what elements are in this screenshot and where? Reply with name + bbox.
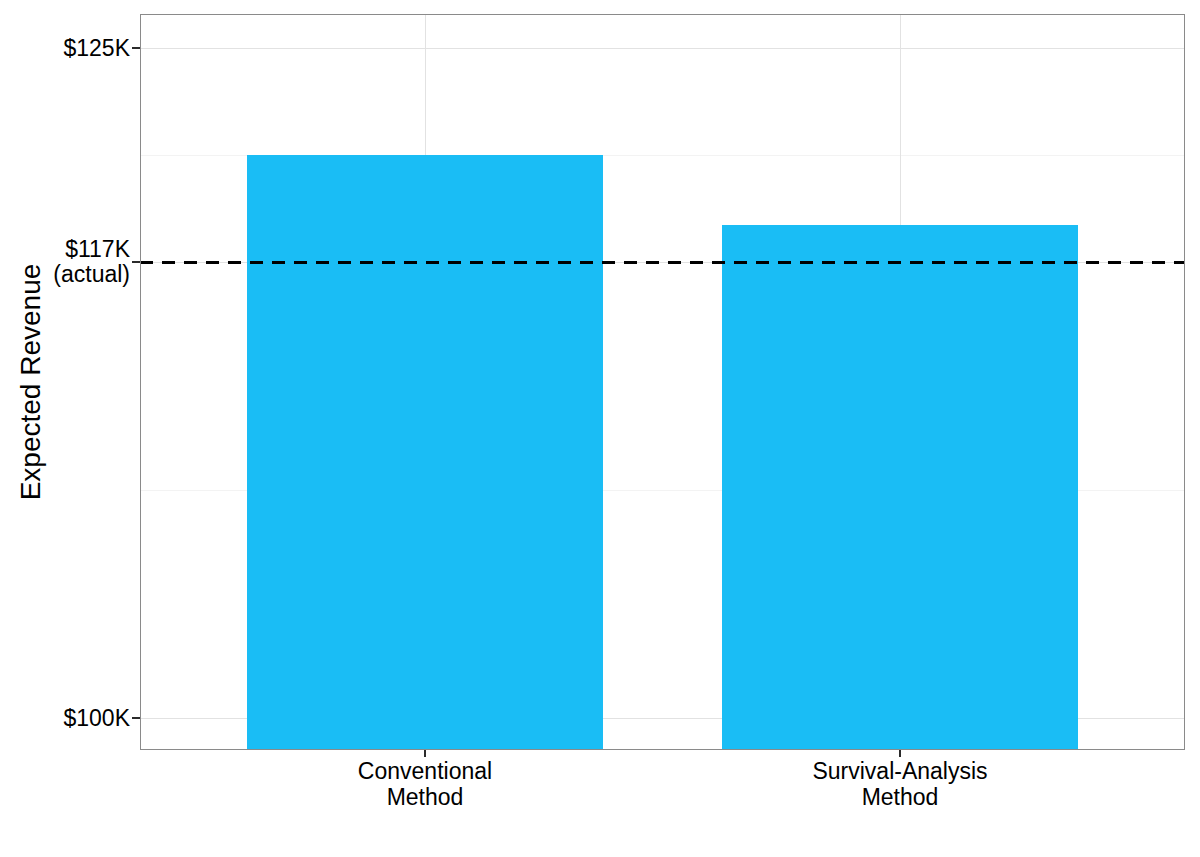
- x-tick-mark: [424, 750, 426, 757]
- actual-revenue-reference-line: [140, 261, 1185, 264]
- y-axis-title: Expected Revenue: [15, 264, 47, 501]
- major-gridline: [140, 48, 1185, 49]
- y-tick-label: $100K: [0, 706, 130, 731]
- y-tick-mark: [132, 717, 140, 719]
- bar-survival-analysis-method: [722, 225, 1078, 750]
- expected-revenue-bar-chart: Expected Revenue $125K $117K (actual) $100…: [0, 0, 1200, 857]
- x-tick-label-survival-analysis-method: Survival-Analysis Method: [812, 758, 987, 810]
- bar-conventional-method: [247, 155, 603, 750]
- y-tick-mark: [132, 261, 140, 263]
- x-tick-label-conventional-method: Conventional Method: [358, 758, 492, 810]
- y-tick-mark: [132, 47, 140, 49]
- plot-panel: [140, 14, 1185, 750]
- y-tick-label: $125K: [0, 36, 130, 61]
- x-tick-mark: [899, 750, 901, 757]
- y-tick-label: $117K (actual): [0, 237, 130, 287]
